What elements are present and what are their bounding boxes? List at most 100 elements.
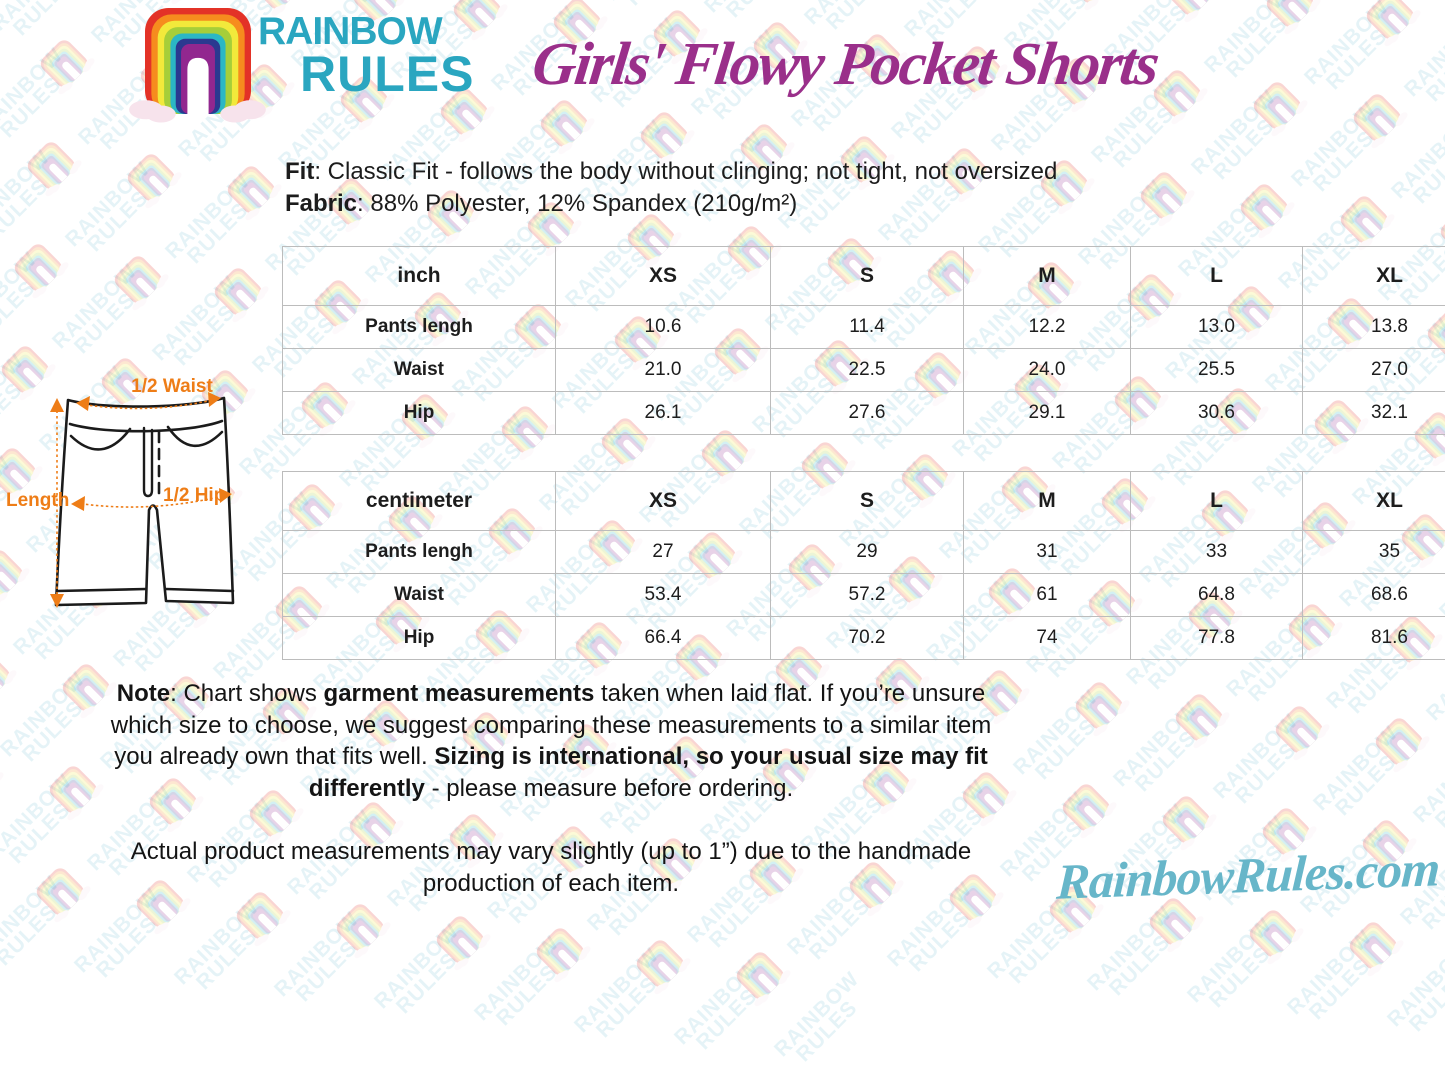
- fit-line: Fit: Classic Fit - follows the body with…: [285, 156, 1057, 188]
- page-title: Girls' Flowy Pocket Shorts: [488, 8, 1202, 122]
- size-value-cell: 66.4: [556, 617, 771, 660]
- size-value-cell: 77.8: [1131, 617, 1303, 660]
- watermark-rainbow-icon: [1250, 79, 1307, 136]
- watermark-rainbow-icon: [150, 0, 207, 4]
- row-label: Hip: [283, 617, 556, 660]
- watermark-rainbow-icon: [1059, 781, 1116, 838]
- watermark-rainbow-icon: [124, 151, 181, 208]
- watermark-rainbow-icon: [1372, 715, 1429, 772]
- unit-header: centimeter: [283, 472, 556, 531]
- size-value-cell: 31: [964, 531, 1131, 574]
- size-column-header: M: [964, 247, 1131, 306]
- watermark-rainbow-icon: [0, 751, 4, 808]
- fabric-line: Fabric: 88% Polyester, 12% Spandex (210g…: [285, 188, 1057, 220]
- watermark-rainbow-icon: [533, 925, 590, 982]
- waist-label: 1/2 Waist: [131, 376, 213, 397]
- watermark-rainbow-icon: [111, 253, 168, 310]
- size-value-cell: 25.5: [1131, 349, 1303, 392]
- wordmark-line2: RULES: [258, 52, 474, 97]
- size-column-header: L: [1131, 472, 1303, 531]
- size-value-cell: 27: [556, 531, 771, 574]
- size-value-cell: 10.6: [556, 306, 771, 349]
- watermark-rainbow-icon: [1159, 793, 1216, 850]
- size-value-cell: 81.6: [1303, 617, 1445, 660]
- watermark-rainbow-icon: [11, 241, 68, 298]
- measurement-note: Note: Chart shows garment measurements t…: [95, 678, 1007, 804]
- size-value-cell: 33: [1131, 531, 1303, 574]
- row-label: Waist: [283, 349, 556, 392]
- size-value-cell: 13.0: [1131, 306, 1303, 349]
- size-value-cell: 57.2: [771, 574, 964, 617]
- size-value-cell: 11.4: [771, 306, 964, 349]
- watermark-rainbow-icon: [0, 649, 17, 706]
- size-value-cell: 53.4: [556, 574, 771, 617]
- row-label: Waist: [283, 574, 556, 617]
- watermark-rainbow-icon: [224, 163, 281, 220]
- product-info: Fit: Classic Fit - follows the body with…: [285, 156, 1057, 220]
- watermark-rainbow-icon: [33, 865, 90, 922]
- size-value-cell: 27.6: [771, 392, 964, 435]
- size-value-cell: 24.0: [964, 349, 1131, 392]
- watermark-rainbow-icon: [37, 37, 94, 94]
- size-value-cell: 61: [964, 574, 1131, 617]
- size-value-cell: 27.0: [1303, 349, 1445, 392]
- variance-note: Actual product measurements may vary sli…: [95, 836, 1007, 899]
- row-label: Hip: [283, 392, 556, 435]
- website-watermark: RainbowRules.com: [1047, 839, 1445, 911]
- watermark-rainbow-icon: [1272, 703, 1329, 760]
- row-label: Pants lengh: [283, 531, 556, 574]
- size-value-cell: 35: [1303, 531, 1445, 574]
- size-value-cell: 29.1: [964, 392, 1131, 435]
- watermark-rainbow-icon: [1072, 679, 1129, 736]
- watermark-rainbow-icon: [1246, 907, 1303, 964]
- size-value-cell: 29: [771, 531, 964, 574]
- size-value-cell: 74: [964, 617, 1131, 660]
- size-value-cell: 21.0: [556, 349, 771, 392]
- shorts-diagram: 1/2 Waist Length 1/2 Hip: [0, 372, 280, 624]
- watermark-rainbow-icon: [1237, 181, 1294, 238]
